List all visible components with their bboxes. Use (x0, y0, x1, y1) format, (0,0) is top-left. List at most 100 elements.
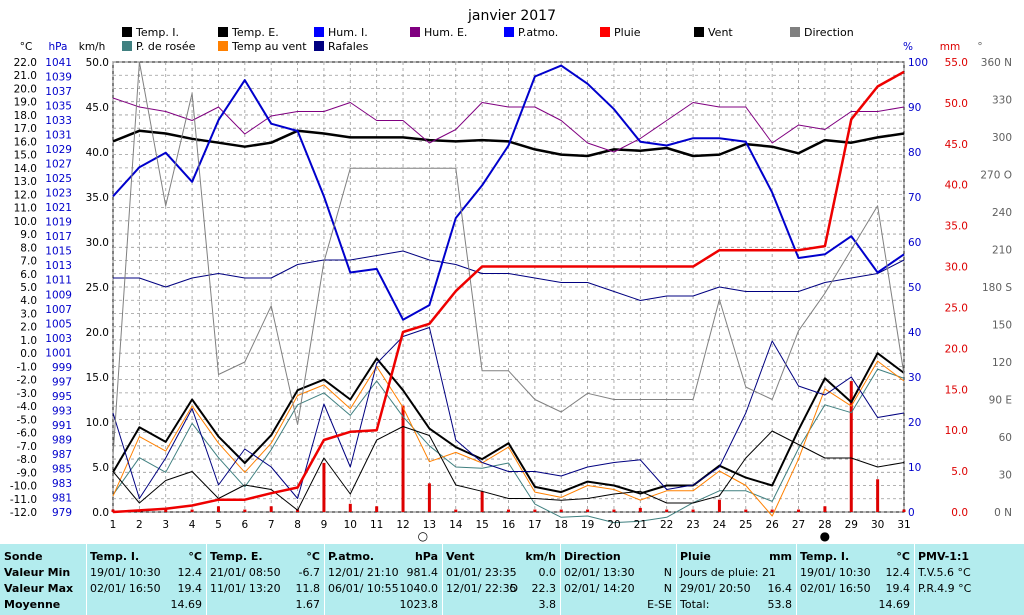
axis-unit-temp_c: °C (20, 41, 33, 53)
rain-bar (638, 507, 642, 512)
axis-unit-direction_deg: ° (977, 41, 982, 53)
tick-label-humidity_pct: 90 (908, 102, 921, 114)
tick-label-temp_c: -6.0 (17, 428, 38, 440)
tick-label-pressure_hpa: 1009 (45, 289, 72, 301)
x-tick-label: 2 (136, 519, 143, 531)
vent-date: 01/01/ 23:35 (446, 566, 517, 579)
tick-label-temp_c: 6.0 (20, 269, 37, 281)
tick-label-pressure_hpa: 989 (52, 434, 72, 446)
weather-chart: -12.0-11.0-10.0-9.0-8.0-7.0-6.0-5.0-4.0-… (10, 8, 1013, 543)
tick-label-pressure_hpa: 1011 (45, 275, 72, 287)
axis-unit-pressure_hpa: hPa (49, 41, 68, 53)
x-tick-label: 15 (475, 519, 488, 531)
legend-label: P.atmo. (518, 26, 558, 39)
legend-label: Temp. I. (135, 26, 179, 39)
temp_e-row: 1.67 (210, 598, 321, 612)
tick-label-pressure_hpa: 1005 (45, 318, 72, 330)
temp_i-unit: °C (188, 550, 202, 563)
tick-label-temp_c: 16.0 (14, 136, 37, 148)
tick-label-humidity_pct: 80 (908, 147, 921, 159)
temp_i-header: Temp. I. °C (90, 550, 202, 564)
legend-label: Temp. E. (231, 26, 279, 39)
temp_i-date: 19/01/ 10:30 (90, 566, 161, 579)
stats-direction: Direction 02/01/ 13:30 N 02/01/ 14:20 N E-SE (564, 544, 672, 615)
direction-date: 02/01/ 13:30 (564, 566, 635, 579)
vent-row: 12/01/ 22:35 O 22.3 (446, 582, 556, 596)
tick-label-pressure_hpa: 1013 (45, 260, 72, 272)
tick-label-temp_c: 18.0 (14, 110, 37, 122)
vent-header: Vent km/h (446, 550, 556, 564)
patmo-value: 1023.8 (399, 598, 439, 611)
legend-swatch (410, 27, 420, 37)
direction-value: N (663, 566, 672, 579)
rain-bar (717, 499, 721, 512)
tick-label-rain_mm: 15.0 (945, 384, 968, 396)
series-line-hum-i- (113, 250, 905, 301)
tick-label-pressure_hpa: 1027 (45, 159, 72, 171)
rain-bar (902, 509, 906, 512)
direction-value: E-SE (647, 598, 672, 611)
rain-bar (454, 509, 458, 512)
stats-temp-e: Temp. E. °C 21/01/ 08:50 -6.7 11/01/ 13:20 11… (210, 544, 320, 615)
tick-label-temp_c: 11.0 (14, 203, 37, 215)
tick-label-pressure_hpa: 987 (52, 449, 72, 461)
series-line-p-de-ros-e (112, 368, 905, 524)
x-tick-label: 4 (189, 519, 196, 531)
temp_i-title: Temp. I. (90, 550, 140, 563)
tick-label-pressure_hpa: 979 (52, 507, 72, 519)
legend-label: Direction (804, 26, 854, 39)
axis-unit-rain_mm: mm (940, 41, 960, 53)
series-line-pluie (112, 70, 905, 514)
x-tick-label: 21 (634, 519, 647, 531)
x-tick-label: 23 (686, 519, 699, 531)
direction-header: Direction (564, 550, 672, 564)
x-tick-label: 16 (502, 519, 516, 531)
stats-temp-i: Temp. I. °C 19/01/ 10:30 12.4 02/01/ 16:50 19… (90, 544, 202, 615)
direction-row: E-SE (564, 598, 672, 612)
tick-label-temp_c: 3.0 (20, 308, 37, 320)
x-tick-label: 9 (321, 519, 328, 531)
pluie-value: 53.8 (767, 598, 793, 611)
temp_e-header: Temp. E. °C (210, 550, 320, 564)
series-line-rafales (112, 327, 905, 499)
tick-label-rain_mm: 10.0 (945, 425, 968, 437)
tick-label-wind_kmh: 30.0 (86, 237, 109, 249)
tick-label-temp_c: -7.0 (17, 441, 38, 453)
x-tick-label: 14 (449, 519, 463, 531)
tick-label-humidity_pct: 100 (908, 57, 928, 69)
tick-label-rain_mm: 20.0 (945, 343, 968, 355)
tick-label-direction_deg: 90 E (989, 395, 1012, 407)
stats-panel: Sonde Valeur Min Valeur Max Moyenne Temp… (0, 544, 1024, 615)
temp_i2-title: Temp. I. (800, 550, 850, 563)
stats-pmv: PMV-1:1 T.V.5.6 °C P.R.4.9 °C (918, 544, 1020, 615)
rain-bar (216, 506, 220, 512)
tick-label-temp_c: 4.0 (20, 295, 37, 307)
legend-label: Rafales (328, 40, 369, 53)
tick-label-direction_deg: 0 N (994, 507, 1012, 519)
pmv-pr: P.R.4.9 °C (918, 582, 972, 595)
vent-value: 3.8 (538, 598, 557, 611)
axis-unit-wind_kmh: km/h (79, 41, 106, 53)
rain-bar (849, 381, 853, 512)
tick-label-pressure_hpa: 991 (52, 420, 72, 432)
tick-label-rain_mm: 40.0 (945, 180, 968, 192)
temp_i2-date: 19/01/ 10:30 (800, 566, 871, 579)
temp_i2-header: Temp. I. °C (800, 550, 910, 564)
tick-label-temp_c: 21.0 (14, 70, 37, 82)
tick-label-wind_kmh: 40.0 (86, 147, 109, 159)
legend-label: Pluie (614, 26, 641, 39)
temp_e-value: 11.8 (295, 582, 321, 595)
patmo-row: 06/01/ 10:55 1040.0 (328, 582, 438, 596)
tick-label-temp_c: 9.0 (20, 229, 37, 241)
tick-label-pressure_hpa: 1029 (45, 144, 72, 156)
legend-swatch (600, 27, 610, 37)
tick-label-temp_c: 8.0 (20, 242, 37, 254)
tick-label-temp_c: -10.0 (10, 481, 37, 493)
tick-label-pressure_hpa: 999 (52, 362, 72, 374)
pluie-date: Jours de pluie: 21 (680, 566, 776, 579)
tick-label-direction_deg: 60 (999, 432, 1012, 444)
tick-label-direction_deg: 180 S (982, 282, 1012, 294)
tick-label-pressure_hpa: 1035 (45, 101, 72, 113)
patmo-row: 12/01/ 21:10 981.4 (328, 566, 438, 580)
tick-label-pressure_hpa: 1037 (45, 86, 72, 98)
